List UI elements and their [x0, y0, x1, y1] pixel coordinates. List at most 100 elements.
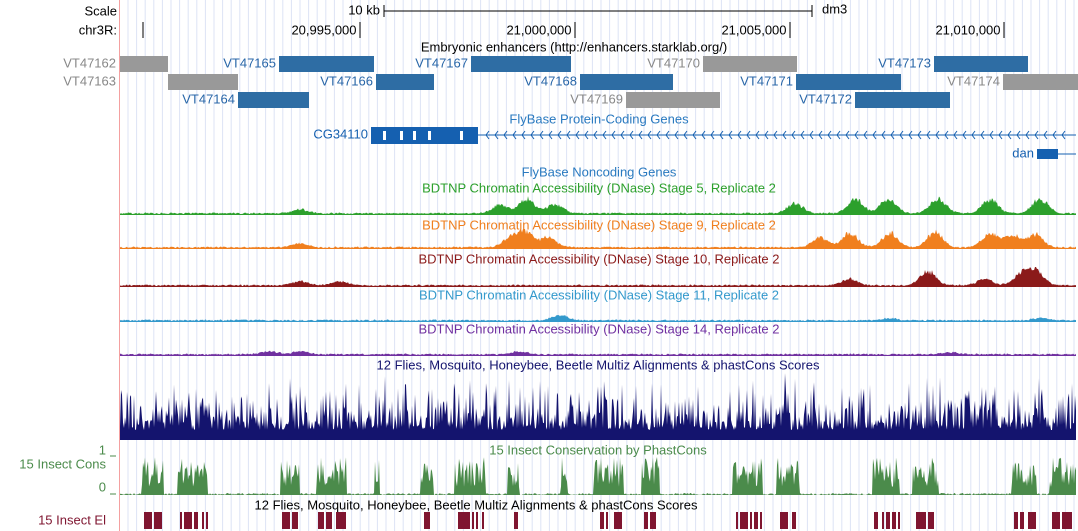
enhancer — [626, 92, 720, 108]
arrow — [809, 130, 814, 140]
enhancer-label: VT47162 — [63, 55, 116, 70]
element — [882, 512, 884, 529]
element — [1052, 512, 1054, 529]
enhancer-label: VT47171 — [740, 73, 793, 88]
arrow — [800, 130, 805, 140]
arrow — [494, 130, 499, 140]
element — [1020, 512, 1022, 529]
element — [472, 512, 474, 529]
element — [284, 512, 286, 529]
track-title: Embryonic enhancers (http://enhancers.st… — [421, 39, 727, 54]
element — [920, 512, 922, 529]
arrow — [1061, 130, 1066, 140]
element — [614, 512, 616, 529]
arrow — [953, 130, 958, 140]
element — [482, 512, 484, 529]
arrow — [719, 130, 724, 140]
element — [156, 512, 158, 529]
enhancer-label: VT47174 — [947, 73, 1000, 88]
signal — [120, 196, 1076, 215]
arrow — [521, 130, 526, 140]
axis-label: 0 — [99, 479, 106, 494]
element — [1068, 512, 1070, 529]
gene-exons — [1037, 149, 1058, 159]
strand-arrows — [485, 130, 1066, 140]
arrow — [755, 130, 760, 140]
element — [782, 512, 784, 529]
element — [1034, 512, 1036, 529]
arrow — [1007, 130, 1012, 140]
element — [620, 512, 622, 529]
arrow — [764, 130, 769, 140]
element — [468, 512, 470, 529]
track-label: 15 Insect Cons — [19, 456, 106, 471]
scale-label: Scale — [84, 3, 117, 18]
signal — [120, 314, 1076, 322]
enhancer — [934, 56, 1028, 72]
ruler-label: 21,010,000 — [935, 22, 1000, 37]
element — [876, 512, 878, 529]
track-title: BDTNP Chromatin Accessibility (DNase) St… — [422, 180, 776, 195]
signal — [120, 457, 1076, 495]
enhancer-label: VT47165 — [223, 55, 276, 70]
enhancer-label: VT47166 — [320, 73, 373, 88]
element — [928, 512, 930, 529]
element — [326, 512, 328, 529]
arrow — [854, 130, 859, 140]
element — [336, 512, 338, 529]
element — [202, 512, 204, 529]
arrow — [1025, 130, 1030, 140]
gene-exons — [371, 127, 478, 144]
enhancer — [580, 74, 673, 90]
track-title: 12 Flies, Mosquito, Honeybee, Beetle Mul… — [377, 357, 820, 372]
gene-label: dan — [1012, 145, 1034, 160]
arrow — [1034, 130, 1039, 140]
enhancer-label: VT47169 — [570, 91, 623, 106]
track-title: 15 Insect Conservation by PhastCons — [489, 442, 707, 457]
element — [754, 512, 756, 529]
arrow — [728, 130, 733, 140]
arrow — [638, 130, 643, 140]
arrow — [791, 130, 796, 140]
arrow — [512, 130, 517, 140]
arrow — [863, 130, 868, 140]
ruler-label: 21,000,000 — [506, 22, 571, 37]
element — [736, 512, 738, 529]
arrow — [782, 130, 787, 140]
arrow — [818, 130, 823, 140]
element — [342, 512, 344, 529]
element — [154, 512, 156, 529]
arrow — [593, 130, 598, 140]
element — [318, 512, 320, 529]
arrow — [602, 130, 607, 140]
element — [516, 512, 518, 529]
element — [188, 512, 190, 529]
track-title: 12 Flies, Mosquito, Honeybee, Beetle Mul… — [255, 497, 698, 512]
element — [1070, 512, 1072, 529]
arrow — [836, 130, 841, 140]
element — [146, 512, 148, 529]
enhancer — [238, 92, 309, 108]
enhancer-label: VT47172 — [799, 91, 852, 106]
element — [1064, 512, 1066, 529]
element — [874, 512, 876, 529]
arrow — [674, 130, 679, 140]
arrow — [881, 130, 886, 140]
gene-label: CG34110 — [313, 126, 368, 141]
element — [886, 512, 888, 529]
arrow — [746, 130, 751, 140]
arrow — [737, 130, 742, 140]
element — [930, 512, 932, 529]
element — [924, 512, 926, 529]
enhancer-label: VT47173 — [878, 55, 931, 70]
element — [426, 512, 428, 529]
arrow — [935, 130, 940, 140]
element — [792, 512, 794, 529]
track-title: BDTNP Chromatin Accessibility (DNase) St… — [418, 251, 779, 266]
element — [654, 512, 656, 529]
arrow — [926, 130, 931, 140]
arrow — [701, 130, 706, 140]
arrow — [548, 130, 553, 140]
element — [466, 512, 468, 529]
